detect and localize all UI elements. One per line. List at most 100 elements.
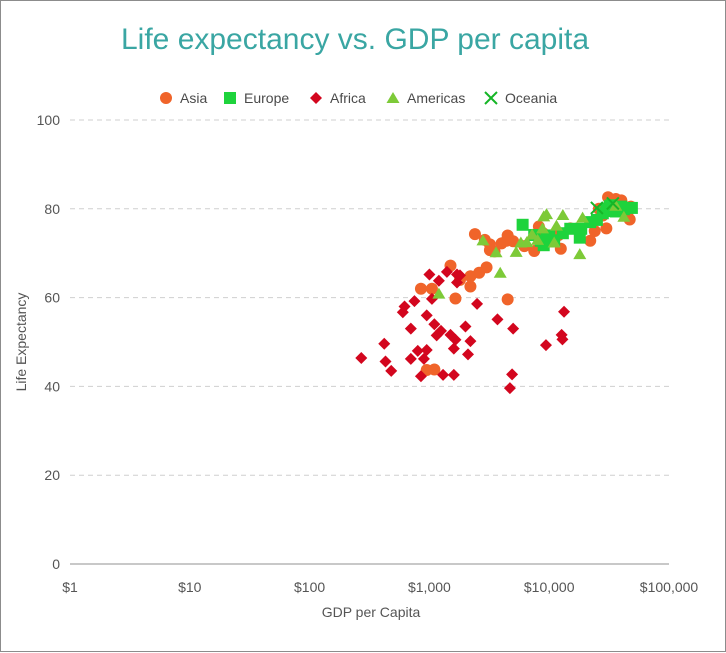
point-africa	[420, 309, 433, 322]
series-africa	[355, 265, 571, 395]
point-americas	[576, 211, 590, 223]
point-africa	[447, 342, 460, 355]
point-americas	[536, 222, 550, 234]
point-africa	[428, 318, 441, 331]
series-americas	[432, 199, 631, 299]
point-asia	[507, 235, 520, 248]
point-africa	[464, 335, 477, 348]
tick-labels: 0 20 40 60 80 100 $1 $10 $100 $1,000 $10,000 $100,0…	[37, 112, 699, 595]
point-asia	[584, 234, 597, 247]
point-europe	[625, 201, 638, 214]
point-europe	[575, 222, 588, 235]
point-europe	[564, 222, 577, 235]
point-europe	[516, 218, 529, 231]
point-africa	[420, 343, 433, 356]
point-asia	[480, 261, 493, 274]
point-africa	[404, 352, 417, 365]
point-africa	[411, 344, 424, 357]
point-africa	[503, 382, 516, 395]
legend-label: Europe	[244, 90, 289, 106]
legend: Asia Europe Africa Americas Oceania	[160, 90, 557, 106]
point-asia	[468, 228, 481, 241]
chart-title: Life expectancy vs. GDP per capita	[121, 23, 589, 56]
point-asia	[449, 292, 462, 305]
point-oceania	[590, 201, 604, 215]
point-africa	[558, 305, 571, 318]
y-axis-title: Life Expectancy	[13, 293, 29, 392]
point-africa	[449, 333, 462, 346]
point-asia	[425, 282, 438, 295]
legend-item-americas[interactable]: Americas	[386, 90, 466, 106]
point-americas	[556, 209, 570, 221]
point-americas	[540, 208, 554, 220]
point-oceania	[606, 196, 620, 211]
point-asia	[420, 363, 433, 376]
legend-item-europe[interactable]: Europe	[224, 90, 289, 106]
point-africa	[404, 322, 417, 335]
point-americas	[525, 228, 539, 240]
point-americas	[432, 287, 446, 299]
legend-marker-americas	[386, 92, 400, 103]
point-americas	[476, 234, 490, 246]
point-africa	[435, 324, 448, 337]
point-americas	[573, 248, 587, 260]
legend-label: Asia	[180, 90, 207, 106]
point-americas	[617, 210, 631, 222]
legend-item-africa[interactable]: Africa	[310, 90, 366, 106]
point-asia	[464, 280, 477, 293]
x-tick-label: $10	[178, 579, 202, 595]
x-tick-label: $100	[294, 579, 325, 595]
point-americas	[520, 236, 534, 248]
legend-marker-oceania	[484, 91, 498, 105]
point-africa	[432, 274, 445, 287]
x-axis-title: GDP per Capita	[322, 604, 421, 620]
x-tick-label: $1	[62, 579, 78, 595]
y-tick-label: 60	[44, 290, 60, 306]
y-tick-label: 0	[52, 556, 60, 572]
legend-item-asia[interactable]: Asia	[160, 90, 207, 106]
legend-item-oceania[interactable]: Oceania	[484, 90, 557, 106]
point-americas	[549, 219, 563, 231]
point-africa	[379, 355, 392, 368]
legend-marker-europe	[224, 92, 236, 104]
legend-label: Americas	[407, 90, 465, 106]
point-africa	[539, 339, 552, 352]
y-tick-label: 80	[44, 201, 60, 217]
point-africa	[423, 268, 436, 281]
point-africa	[453, 269, 466, 282]
point-africa	[471, 297, 484, 310]
legend-marker-asia	[160, 92, 172, 104]
point-africa	[507, 322, 520, 335]
point-africa	[408, 295, 421, 308]
point-asia	[464, 270, 477, 283]
point-asia	[414, 282, 427, 295]
point-americas	[547, 236, 561, 248]
y-tick-label: 20	[44, 467, 60, 483]
point-africa	[440, 265, 453, 278]
legend-label: Oceania	[505, 90, 557, 106]
x-tick-label: $100,000	[640, 579, 699, 595]
point-asia	[528, 244, 541, 257]
point-africa	[437, 368, 450, 381]
point-africa	[355, 351, 368, 364]
x-tick-label: $10,000	[524, 579, 575, 595]
point-africa	[417, 352, 430, 365]
point-africa	[447, 368, 460, 381]
legend-label: Africa	[330, 90, 366, 106]
gridlines	[70, 119, 669, 476]
point-africa	[459, 320, 472, 333]
y-tick-label: 100	[37, 112, 61, 128]
y-tick-label: 40	[44, 378, 60, 394]
point-americas	[489, 246, 503, 258]
legend-marker-africa	[310, 92, 322, 104]
point-africa	[506, 368, 519, 381]
data-points	[355, 191, 638, 395]
point-africa	[491, 313, 504, 326]
point-asia	[600, 222, 613, 235]
series-oceania	[590, 196, 620, 215]
point-africa	[398, 300, 411, 313]
point-americas	[531, 233, 545, 245]
x-tick-label: $1,000	[408, 579, 451, 595]
